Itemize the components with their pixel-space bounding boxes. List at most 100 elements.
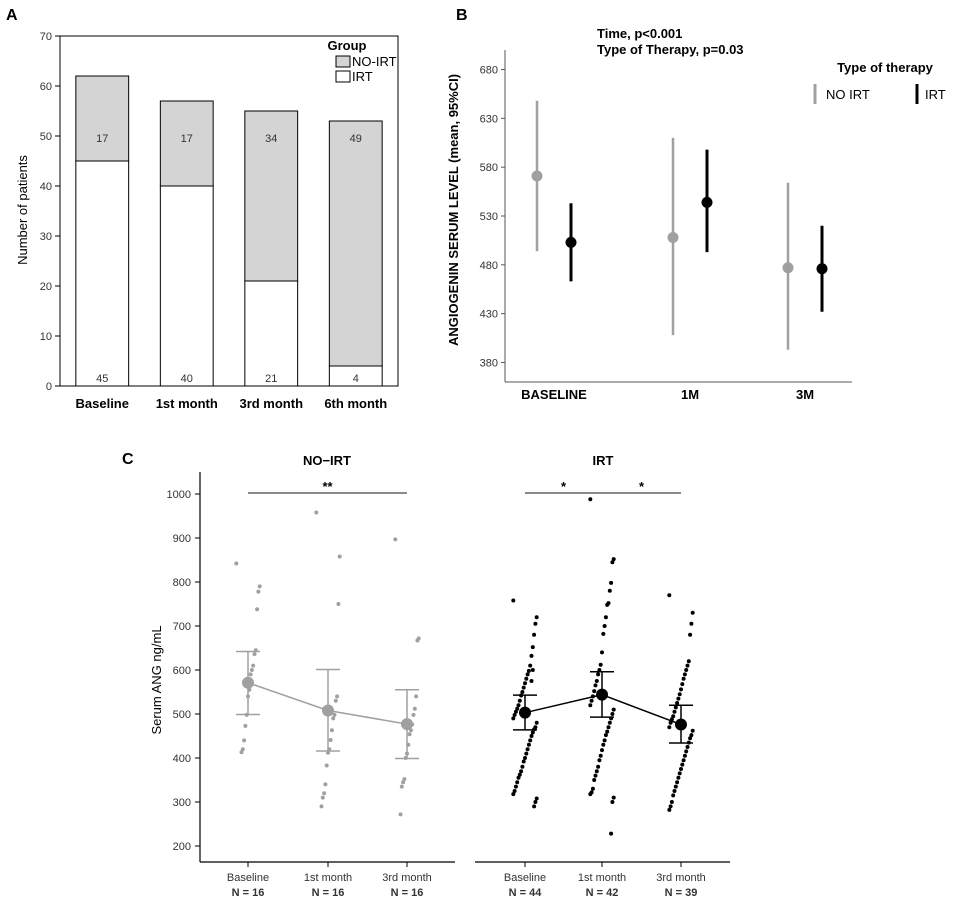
panel-c-point-irt — [682, 753, 687, 758]
panel-b-mean-point-no-irt — [531, 170, 543, 182]
panel-c-point-irt — [688, 736, 693, 741]
panel-c-point-irt — [605, 729, 610, 734]
panel-c-point-irt — [530, 668, 535, 672]
panel-c-point-no-irt — [335, 694, 340, 699]
panel-a-bar-irt — [159, 185, 214, 387]
panel-a-x-tick-label: 6th month — [324, 396, 387, 411]
panel-c-point-irt — [523, 681, 527, 686]
panel-c-point-no-irt — [398, 812, 403, 817]
panel-a-y-tick-label: 70 — [40, 31, 52, 43]
panel-c-y-axis-label: Serum ANG ng/mL — [149, 625, 164, 734]
panel-b-x-tick-label: BASELINE — [521, 387, 587, 402]
panel-c-point-irt — [596, 672, 601, 677]
panel-c-y-tick-label: 500 — [173, 709, 191, 721]
panel-c-point-irt — [606, 725, 611, 730]
panel-c-point-irt — [513, 709, 518, 714]
panel-a-data-label-no-irt: 17 — [96, 133, 108, 145]
panel-c-point-irt — [611, 707, 616, 712]
panel-c-point-irt — [534, 720, 539, 725]
panel-c-n-label: N = 44 — [509, 887, 543, 899]
panel-c-n-label: N = 39 — [665, 887, 698, 899]
panel-c-point-irt — [594, 679, 599, 683]
panel-c-point-no-irt — [411, 712, 416, 717]
panel-a-x-tick-label: 3rd month — [239, 396, 303, 411]
panel-b-annotation-time: Time, p<0.001 — [597, 26, 682, 41]
panel-c-point-irt — [534, 796, 539, 801]
panel-c-x-tick-label: Baseline — [227, 872, 269, 884]
panel-c-dot-plot: 200 300 400 500 600 700 800 900 1000 Serum ANG n… — [149, 453, 730, 899]
panel-b-legend-title: Type of therapy — [837, 60, 934, 75]
panel-a-y-tick-label: 60 — [40, 81, 52, 93]
panel-a-data-label-irt: 21 — [265, 373, 277, 385]
panel-c-point-irt — [519, 769, 524, 774]
panel-c-point-irt — [512, 712, 517, 717]
panel-c-point-irt — [605, 602, 610, 607]
panel-b-y-axis-label: ANGIOGENIN SERUM LEVEL (mean, 95%CI) — [446, 74, 461, 346]
panel-c-point-irt — [592, 689, 597, 694]
panel-c-mean-point-no-irt — [322, 704, 334, 717]
panel-c-point-irt — [667, 725, 672, 730]
panel-a-bar-no-irt — [244, 110, 299, 282]
panel-a-legend-label-no-irt: NO-IRT — [352, 54, 397, 69]
panel-c-y-tick-label: 300 — [173, 797, 191, 809]
panel-c-significance-label: ** — [322, 479, 333, 494]
panel-c-point-no-irt — [242, 738, 247, 743]
panel-c-point-irt — [689, 621, 694, 626]
panel-c-point-no-irt — [326, 750, 330, 755]
panel-label-a: A — [6, 7, 18, 24]
panel-c-point-irt — [530, 730, 535, 735]
panel-c-significance-label: * — [561, 479, 567, 494]
panel-c-point-no-irt — [337, 554, 342, 559]
panel-b-annotation-therapy: Type of Therapy, p=0.03 — [597, 42, 744, 57]
panel-c-point-irt — [676, 775, 681, 780]
panel-c-point-irt — [667, 807, 672, 812]
panel-c-point-irt — [596, 764, 601, 769]
panel-c-group-irt: Baseline N = 44 1st month N = 42 3rd month N … — [504, 479, 706, 899]
panel-c-point-no-irt — [240, 747, 245, 752]
panel-b-error-bar-chart: Time, p<0.001 Type of Therapy, p=0.03 Ty… — [446, 26, 946, 402]
panel-c-point-no-irt — [331, 716, 336, 721]
panel-c-point-irt — [681, 676, 686, 681]
panel-c-point-irt — [598, 753, 603, 758]
panel-a-y-tick-label: 0 — [46, 381, 52, 393]
panel-c-point-irt — [609, 831, 614, 836]
panel-c-point-irt — [610, 800, 615, 804]
panel-c-point-irt — [601, 631, 606, 636]
panel-c-point-irt — [675, 780, 680, 785]
panel-c-point-no-irt — [324, 763, 329, 768]
panel-c-point-irt — [515, 780, 520, 785]
panel-c-point-irt — [520, 764, 525, 769]
panel-c-title-no-irt: NO−IRT — [303, 453, 351, 468]
panel-c-group-no-irt: Baseline N = 16 1st month N = 16 3rd month N … — [227, 479, 432, 899]
panel-c-point-no-irt — [251, 663, 256, 668]
panel-b-y-tick-label: 630 — [480, 113, 498, 125]
panel-c-n-label: N = 16 — [232, 887, 265, 899]
panel-a-y-tick-label: 40 — [40, 181, 52, 193]
panel-c-point-no-irt — [323, 782, 328, 787]
panel-a-data-label-no-irt: 34 — [265, 133, 277, 145]
panel-c-point-irt — [679, 687, 683, 692]
panel-b-mean-point-no-irt — [782, 262, 794, 274]
panel-c-point-irt — [524, 676, 529, 681]
panel-c-point-irt — [671, 793, 676, 798]
panel-c-point-irt — [526, 668, 531, 673]
panel-c-point-irt — [681, 758, 686, 763]
panel-c-point-no-irt — [415, 638, 420, 643]
panel-c-point-irt — [609, 580, 614, 585]
panel-c-point-irt — [594, 769, 599, 774]
panel-c-point-irt — [680, 762, 685, 767]
panel-c-point-irt — [530, 645, 535, 650]
panel-c-mean-point-no-irt — [401, 718, 413, 731]
panel-c-point-no-irt — [336, 602, 341, 606]
panel-c-n-label: N = 16 — [391, 887, 424, 899]
panel-c-point-irt — [685, 663, 690, 668]
panel-c-point-irt — [686, 659, 691, 664]
panel-c-point-no-irt — [402, 777, 407, 782]
panel-c-point-irt — [680, 682, 685, 687]
panel-c-point-irt — [602, 624, 607, 628]
panel-a-legend-swatch-irt — [335, 70, 351, 83]
panel-c-mean-point-irt — [519, 706, 531, 719]
panel-c-point-irt — [529, 734, 534, 738]
panel-c-point-irt — [511, 716, 516, 721]
panel-c-point-irt — [610, 560, 615, 565]
